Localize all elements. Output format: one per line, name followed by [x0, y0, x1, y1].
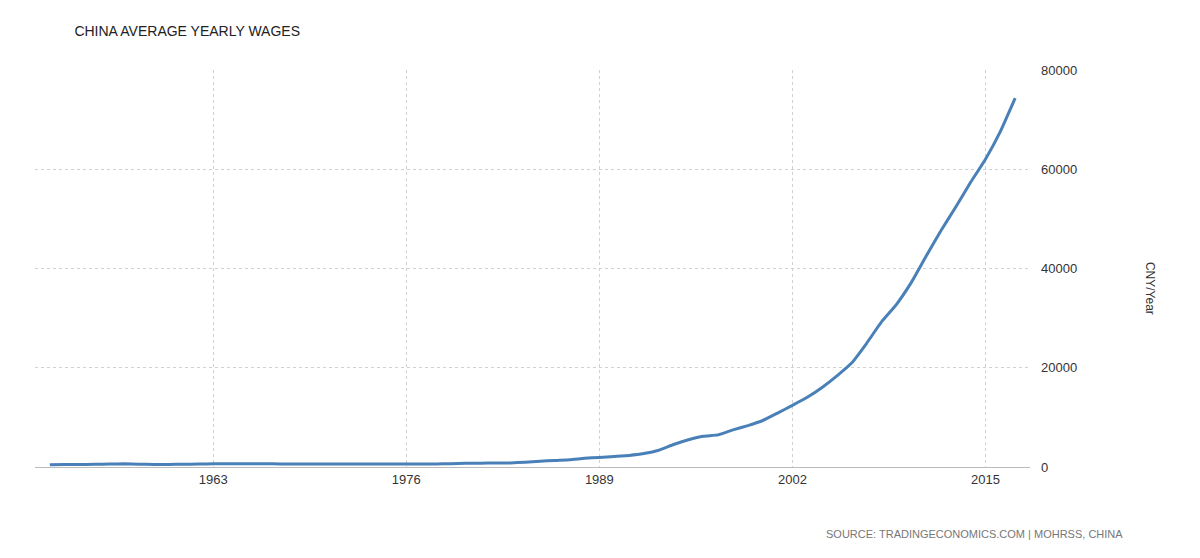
svg-text:80000: 80000 — [1041, 63, 1077, 78]
svg-text:1963: 1963 — [199, 472, 228, 487]
svg-text:40000: 40000 — [1041, 261, 1077, 276]
svg-text:1989: 1989 — [585, 472, 614, 487]
svg-text:2015: 2015 — [971, 472, 1000, 487]
svg-text:2002: 2002 — [778, 472, 807, 487]
svg-text:CNY/Year: CNY/Year — [1143, 262, 1157, 315]
svg-text:SOURCE: TRADINGECONOMICS.COM |: SOURCE: TRADINGECONOMICS.COM | MOHRSS, C… — [826, 528, 1123, 540]
svg-text:20000: 20000 — [1041, 360, 1077, 375]
svg-text:CHINA AVERAGE YEARLY WAGES: CHINA AVERAGE YEARLY WAGES — [74, 23, 300, 39]
svg-text:1976: 1976 — [392, 472, 421, 487]
svg-text:0: 0 — [1041, 460, 1048, 475]
svg-text:60000: 60000 — [1041, 162, 1077, 177]
